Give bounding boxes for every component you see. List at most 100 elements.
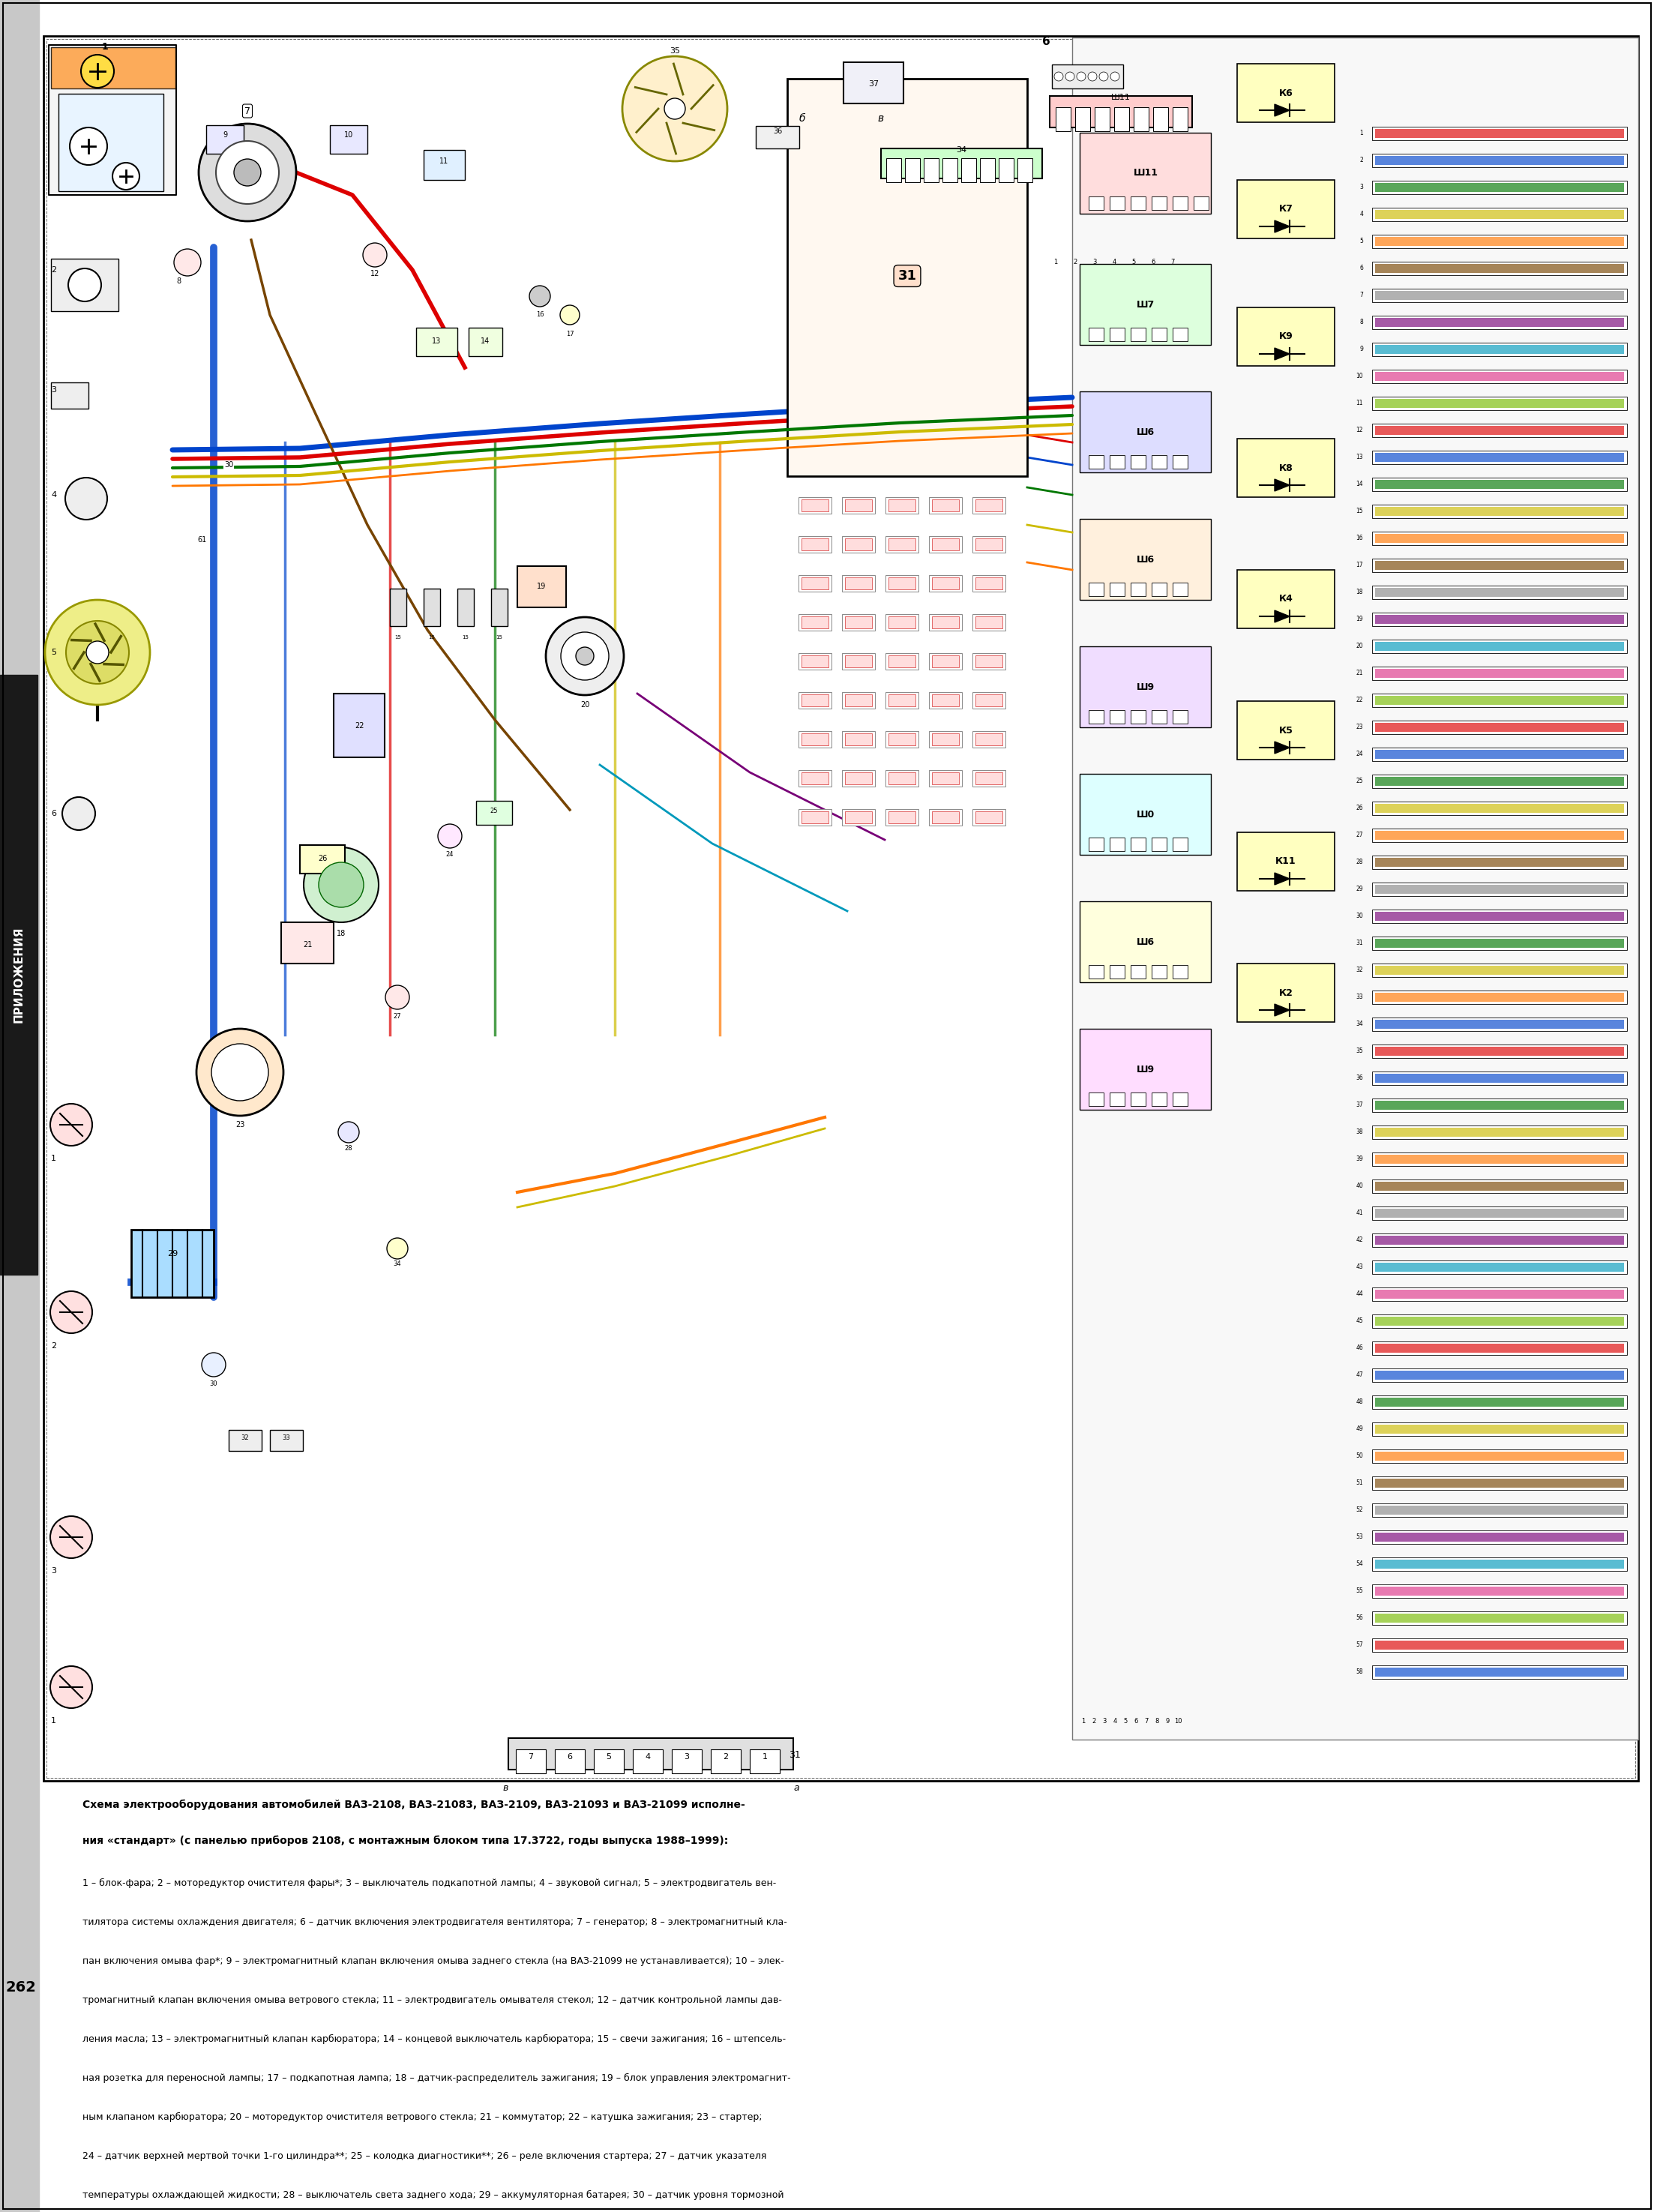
Bar <box>802 500 829 511</box>
Bar <box>491 588 508 626</box>
Bar <box>1373 991 1628 1004</box>
Bar <box>1374 1128 1624 1137</box>
Text: 30: 30 <box>223 460 233 469</box>
Text: 7: 7 <box>1145 1717 1148 1723</box>
Text: 42: 42 <box>1356 1237 1363 1243</box>
Bar <box>1173 456 1188 469</box>
Bar <box>885 615 918 630</box>
Bar <box>1373 909 1628 922</box>
Bar <box>1373 829 1628 843</box>
Bar <box>1151 197 1166 210</box>
Text: К9: К9 <box>1279 332 1293 341</box>
Text: 24: 24 <box>447 852 453 858</box>
Bar <box>1374 1668 1624 1677</box>
Text: 28: 28 <box>344 1146 352 1152</box>
Text: 27: 27 <box>1356 832 1363 838</box>
Text: 31: 31 <box>789 1750 801 1759</box>
Bar <box>1373 153 1628 168</box>
Bar <box>1374 292 1624 301</box>
Bar <box>1374 1237 1624 1245</box>
Text: 11: 11 <box>1356 400 1363 407</box>
Bar <box>51 383 88 409</box>
Bar <box>973 615 1006 630</box>
Text: 34: 34 <box>1356 1022 1363 1029</box>
Bar <box>799 770 832 787</box>
Bar <box>1075 106 1090 131</box>
Text: 3: 3 <box>51 1566 56 1575</box>
Bar <box>1374 1586 1624 1595</box>
Text: 1: 1 <box>762 1754 767 1761</box>
Bar <box>1373 1314 1628 1327</box>
Circle shape <box>546 617 624 695</box>
Bar <box>799 498 832 513</box>
Text: К2: К2 <box>1279 989 1293 998</box>
Text: 28: 28 <box>1356 858 1363 865</box>
Text: 34: 34 <box>956 146 966 153</box>
Bar <box>1237 64 1335 122</box>
Text: 54: 54 <box>1356 1562 1363 1568</box>
Circle shape <box>387 1239 409 1259</box>
Text: 1: 1 <box>51 1717 56 1725</box>
Bar <box>1052 64 1123 88</box>
Bar <box>1374 750 1624 759</box>
Bar <box>1374 1208 1624 1219</box>
Bar <box>1194 197 1209 210</box>
Circle shape <box>69 128 108 166</box>
Bar <box>802 695 829 706</box>
Text: 15: 15 <box>1356 509 1363 515</box>
Bar <box>299 845 346 874</box>
Text: 35: 35 <box>670 46 680 55</box>
Bar <box>943 159 958 181</box>
Bar <box>1374 1102 1624 1110</box>
Bar <box>1373 560 1628 573</box>
Text: Ш9: Ш9 <box>1136 681 1154 692</box>
Bar <box>1374 832 1624 841</box>
Bar <box>1373 801 1628 814</box>
Bar <box>844 62 903 104</box>
Bar <box>1373 1044 1628 1057</box>
Bar <box>1373 1071 1628 1086</box>
Bar <box>888 812 915 823</box>
Bar <box>1153 106 1168 131</box>
Bar <box>1374 184 1624 192</box>
Bar <box>1373 883 1628 896</box>
Bar <box>1151 1093 1166 1106</box>
Text: Схема электрооборудования автомобилей ВАЗ-2108, ВАЗ-21083, ВАЗ-2109, ВАЗ-21093 и: Схема электрооборудования автомобилей ВА… <box>83 1801 744 1809</box>
Text: 13: 13 <box>1356 453 1363 460</box>
Text: Ш11: Ш11 <box>1133 168 1158 179</box>
Bar <box>930 770 963 787</box>
Circle shape <box>1110 73 1120 82</box>
Bar <box>1373 1666 1628 1679</box>
Bar <box>1173 838 1188 852</box>
Circle shape <box>50 1515 93 1557</box>
Text: 6: 6 <box>51 810 56 816</box>
Text: 40: 40 <box>1356 1183 1363 1190</box>
Text: 5: 5 <box>1131 259 1136 265</box>
Bar <box>633 1750 663 1774</box>
Text: 5: 5 <box>1360 239 1363 246</box>
Text: 1: 1 <box>101 42 108 51</box>
Bar <box>1131 710 1146 723</box>
Bar <box>888 695 915 706</box>
Bar <box>1373 1206 1628 1221</box>
Text: 1: 1 <box>1082 1717 1085 1723</box>
Text: 39: 39 <box>1356 1157 1363 1164</box>
Bar <box>979 159 996 181</box>
Bar <box>1373 1152 1628 1166</box>
Text: Ш6: Ш6 <box>1136 938 1154 947</box>
Text: 5: 5 <box>51 648 56 657</box>
Bar <box>888 734 915 745</box>
Bar <box>923 159 939 181</box>
Text: 44: 44 <box>1356 1292 1363 1298</box>
Text: 19: 19 <box>538 582 546 591</box>
Text: Ш0: Ш0 <box>1136 810 1154 818</box>
Bar <box>799 810 832 825</box>
Bar <box>1151 582 1166 595</box>
Bar <box>1374 911 1624 920</box>
Text: 5: 5 <box>607 1754 612 1761</box>
Text: 2: 2 <box>51 1343 56 1349</box>
Bar <box>1173 1093 1188 1106</box>
Bar <box>1088 582 1103 595</box>
Bar <box>1055 106 1070 131</box>
Bar <box>1374 427 1624 436</box>
